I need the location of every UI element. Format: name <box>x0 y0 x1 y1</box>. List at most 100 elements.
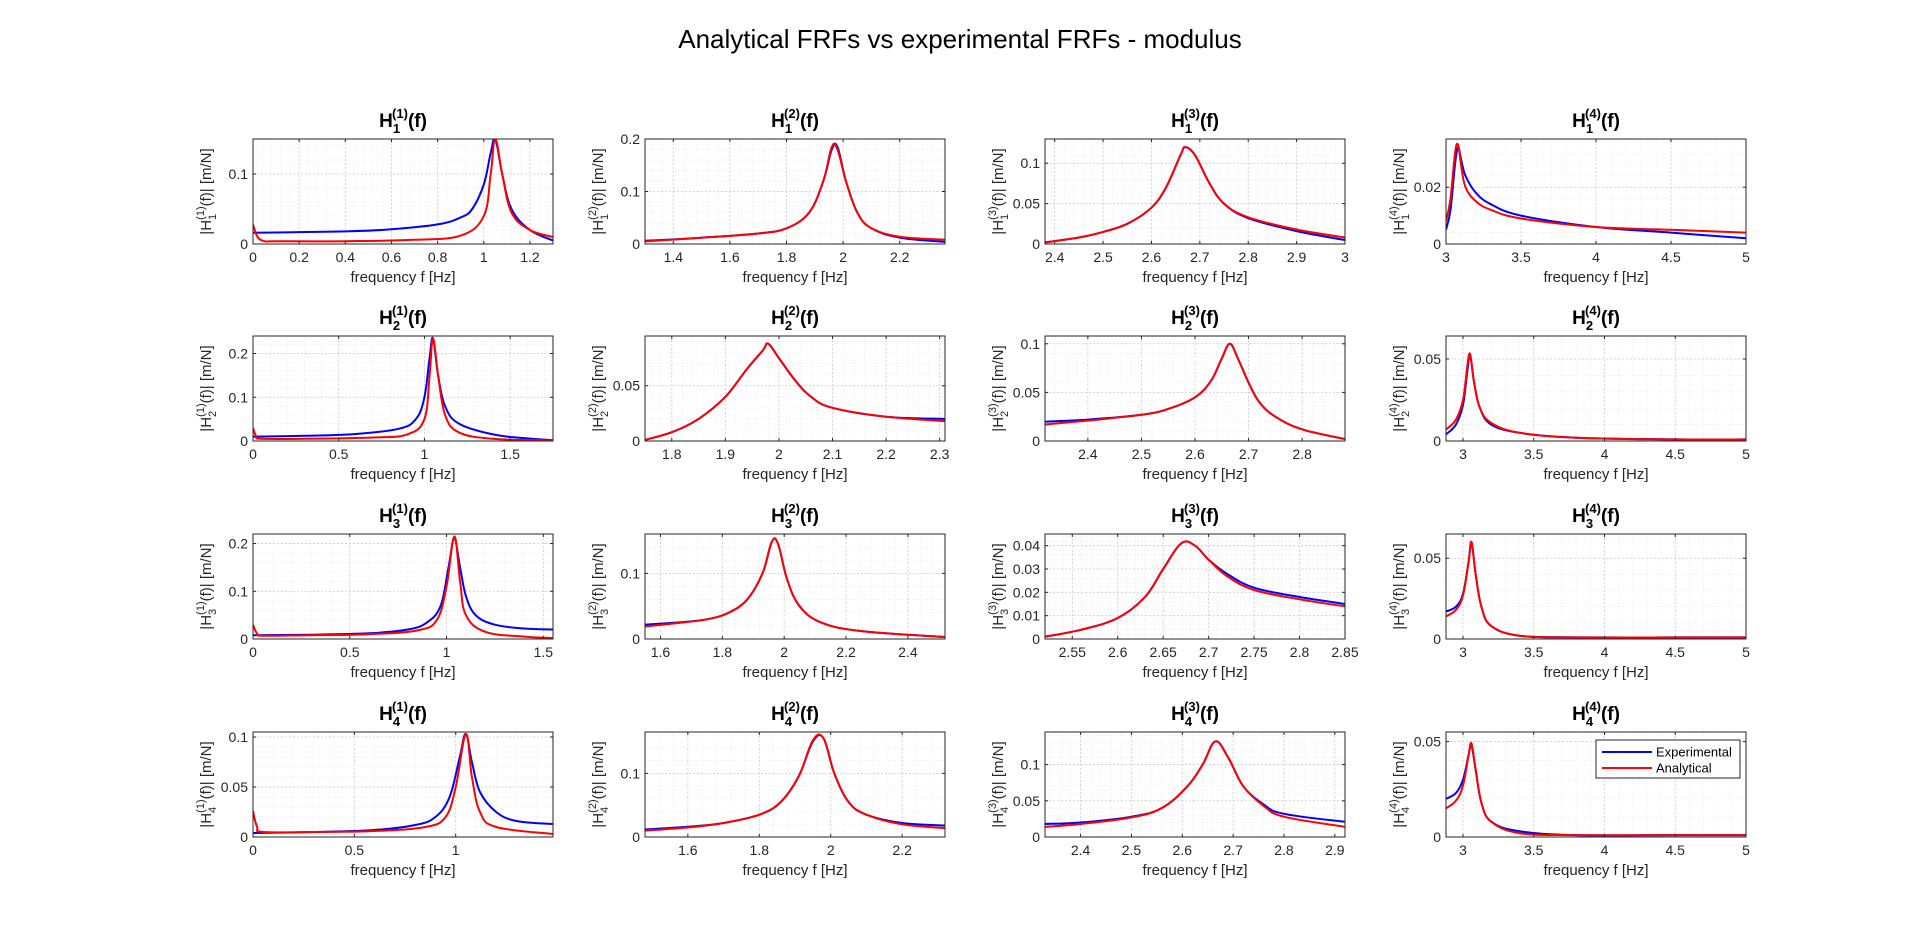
axes-box <box>1445 731 1747 838</box>
subplot-2-3: 2.4 2.5 2.6 2.7 2.8 0 0.05 0.1 frequency f [Hz] H… <box>987 303 1346 483</box>
y-tick-label: 0 <box>1433 236 1441 252</box>
x-tick-label: 0 <box>249 446 257 462</box>
x-tick-label: 2.4 <box>1078 446 1098 462</box>
x-axis-label: frequency f [Hz] <box>1142 269 1247 286</box>
x-axis-label: frequency f [Hz] <box>742 664 847 681</box>
y-tick-label: 0 <box>1032 433 1040 449</box>
x-tick-label: 0.5 <box>340 644 360 660</box>
axes-box <box>1044 533 1346 640</box>
series-group <box>645 537 945 638</box>
x-tick-label: 0 <box>249 842 257 858</box>
legend-label-experimental: Experimental <box>1656 745 1732 760</box>
x-tick-label: 0.6 <box>382 249 402 265</box>
x-tick-label: 2.5 <box>1132 446 1152 462</box>
x-axis-label: frequency f [Hz] <box>742 269 847 286</box>
x-tick-label: 2.55 <box>1059 644 1086 660</box>
y-tick-label: 0 <box>1433 829 1441 845</box>
series-line-analytical <box>1446 741 1746 837</box>
x-tick-label: 3 <box>1459 644 1467 660</box>
x-tick-label: 0.8 <box>428 249 448 265</box>
x-tick-label: 2.8 <box>1290 644 1310 660</box>
grid <box>1045 534 1346 640</box>
y-tick-label: 0.02 <box>1414 179 1441 195</box>
y-axis-label: |H2(1)(f)| [m/N] <box>195 345 219 431</box>
y-tick-label: 0.1 <box>1021 757 1041 773</box>
plot-area <box>1446 534 1746 639</box>
legend-label-analytical: Analytical <box>1656 761 1712 776</box>
y-tick-label: 0.05 <box>1414 734 1441 750</box>
x-tick-label: 1.2 <box>520 249 540 265</box>
y-axis-label: |H4(3)(f)| [m/N] <box>987 741 1011 827</box>
y-tick-label: 0.1 <box>229 166 249 182</box>
x-tick-label: 4.5 <box>1661 249 1681 265</box>
y-tick-label: 0.1 <box>1021 155 1041 171</box>
y-axis-label: |H3(3)(f)| [m/N] <box>987 543 1011 629</box>
x-tick-label: 2.7 <box>1190 249 1210 265</box>
x-tick-label: 2.65 <box>1150 644 1177 660</box>
series-group <box>645 142 945 243</box>
y-tick-label: 0.02 <box>1013 584 1040 600</box>
series-group <box>1045 740 1345 828</box>
axes-box <box>252 335 554 442</box>
y-tick-label: 0 <box>240 433 248 449</box>
y-tick-label: 0.2 <box>229 346 249 362</box>
y-axis-label: |H3(2)(f)| [m/N] <box>587 543 611 629</box>
subplot-title: H2(4)(f) <box>1572 303 1620 333</box>
subplot-title: H1(4)(f) <box>1572 106 1620 136</box>
y-tick-label: 0 <box>1032 236 1040 252</box>
series-group <box>253 139 553 243</box>
x-tick-label: 1.6 <box>720 249 740 265</box>
x-tick-label: 2.5 <box>1093 249 1113 265</box>
y-axis-label: |H4(1)(f)| [m/N] <box>195 741 219 827</box>
series-line-analytical <box>253 139 553 243</box>
y-tick-label: 0 <box>1032 829 1040 845</box>
y-tick-label: 0.04 <box>1013 538 1040 554</box>
subplot-title: H2(2)(f) <box>771 303 819 333</box>
y-tick-label: 0.1 <box>621 565 641 581</box>
subplot-grid: 0 0.2 0.4 0.6 0.8 1 1.2 0 0.1 frequency f [Hz] H1(… <box>195 106 1750 879</box>
x-tick-label: 2.6 <box>1173 842 1193 858</box>
subplot-title: H4(2)(f) <box>771 699 819 729</box>
x-tick-label: 3 <box>1442 249 1450 265</box>
x-tick-label: 2.8 <box>1274 842 1294 858</box>
figure-title: Analytical FRFs vs experimental FRFs - m… <box>678 24 1241 54</box>
axes-box <box>644 731 946 838</box>
subplot-2-1: 0 0.5 1 1.5 0 0.1 0.2 frequency f [Hz] H2(1)(f) |… <box>195 303 554 483</box>
y-tick-label: 0.05 <box>613 378 640 394</box>
x-tick-label: 2.6 <box>1108 644 1128 660</box>
x-tick-label: 1.5 <box>534 644 554 660</box>
subplot-title: H1(1)(f) <box>379 106 427 136</box>
subplot-2-2: 1.8 1.9 2 2.1 2.2 2.3 0 0.05 frequency f [Hz] H2(… <box>587 303 950 483</box>
x-tick-label: 1.6 <box>678 842 698 858</box>
subplot-title: H4(3)(f) <box>1171 699 1219 729</box>
series-line-analytical <box>1045 540 1345 638</box>
x-tick-label: 5 <box>1742 644 1750 660</box>
x-tick-label: 3 <box>1459 842 1467 858</box>
x-tick-label: 2.2 <box>890 249 910 265</box>
x-tick-label: 1 <box>480 249 488 265</box>
subplot-title: H2(3)(f) <box>1171 303 1219 333</box>
x-tick-label: 2.8 <box>1292 446 1312 462</box>
y-tick-label: 0.2 <box>229 536 249 552</box>
x-tick-label: 2.9 <box>1325 842 1345 858</box>
legend: Experimental Analytical <box>1595 739 1741 779</box>
series-line-analytical <box>1045 740 1345 828</box>
y-tick-label: 0 <box>632 236 640 252</box>
x-tick-label: 4 <box>1592 249 1600 265</box>
x-axis-label: frequency f [Hz] <box>1543 664 1648 681</box>
y-axis-label: |H2(2)(f)| [m/N] <box>587 345 611 431</box>
series-line-analytical <box>645 537 945 638</box>
series-line-experimental <box>253 139 553 242</box>
x-axis-label: frequency f [Hz] <box>350 269 455 286</box>
subplot-1-1: 0 0.2 0.4 0.6 0.8 1 1.2 0 0.1 frequency f [Hz] H1(… <box>195 106 554 286</box>
y-tick-label: 0.01 <box>1013 608 1040 624</box>
y-tick-label: 0.05 <box>1013 384 1040 400</box>
x-tick-label: 5 <box>1742 446 1750 462</box>
x-tick-label: 3 <box>1341 249 1349 265</box>
series-line-analytical <box>645 142 945 243</box>
series-group <box>1446 540 1746 639</box>
x-tick-label: 0.2 <box>289 249 309 265</box>
x-axis-label: frequency f [Hz] <box>742 466 847 483</box>
series-group <box>253 535 553 639</box>
